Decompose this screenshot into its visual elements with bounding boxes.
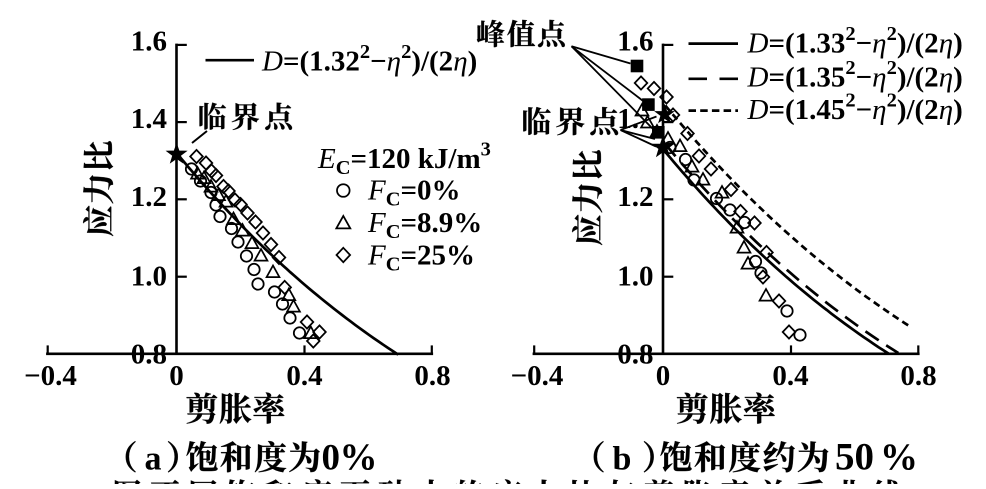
- svg-text:FC=25%: FC=25%: [367, 239, 475, 275]
- svg-text:%: %: [880, 436, 918, 478]
- svg-text:EC=120 kJ/m3: EC=120 kJ/m3: [317, 139, 491, 180]
- svg-text:1.0: 1.0: [131, 261, 167, 293]
- svg-text:−0.4: −0.4: [511, 360, 564, 392]
- svg-text:0: 0: [322, 437, 341, 478]
- svg-text:0.8: 0.8: [617, 339, 653, 371]
- svg-text:1.6: 1.6: [131, 26, 167, 58]
- svg-text:1.2: 1.2: [617, 181, 653, 213]
- svg-text:D=(1.452−η2)/(2η): D=(1.452−η2)/(2η): [747, 89, 963, 126]
- svg-text:1.4: 1.4: [131, 103, 167, 135]
- svg-text:−0.4: −0.4: [24, 360, 77, 392]
- svg-text:0.4: 0.4: [772, 360, 808, 392]
- svg-text:D=(1.322−η2)/(2η): D=(1.322−η2)/(2η): [261, 41, 477, 78]
- svg-text:D=(1.352−η2)/(2η): D=(1.352−η2)/(2η): [747, 57, 963, 94]
- svg-text:1.0: 1.0: [617, 261, 653, 293]
- svg-text:50: 50: [835, 435, 874, 478]
- svg-text:0.8: 0.8: [900, 360, 936, 392]
- svg-text:b: b: [613, 440, 632, 477]
- svg-text:0: 0: [169, 360, 184, 392]
- svg-text:FC=8.9%: FC=8.9%: [367, 207, 482, 243]
- svg-text:0.4: 0.4: [286, 360, 322, 392]
- svg-text:0.8: 0.8: [131, 339, 167, 371]
- svg-text:1.2: 1.2: [131, 181, 167, 213]
- svg-text:D=(1.332−η2)/(2η): D=(1.332−η2)/(2η): [747, 23, 963, 60]
- svg-text:a: a: [145, 440, 162, 477]
- svg-text:%: %: [340, 436, 378, 478]
- svg-text:1.6: 1.6: [617, 26, 653, 58]
- svg-text:1.: 1.: [617, 103, 639, 135]
- svg-text:0: 0: [656, 360, 671, 392]
- svg-text:0.8: 0.8: [414, 360, 450, 392]
- svg-text:FC=0%: FC=0%: [367, 174, 461, 210]
